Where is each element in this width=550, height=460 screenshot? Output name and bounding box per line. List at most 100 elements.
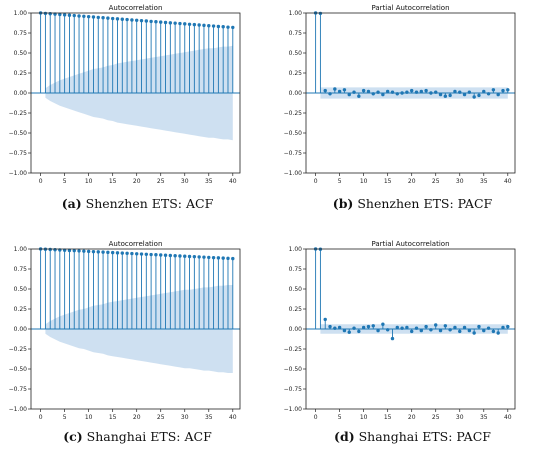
x-tick-label: 0	[39, 178, 43, 185]
y-tick-label: 1.00	[289, 246, 303, 253]
marker-lag-22	[419, 328, 424, 333]
marker-lag-6	[342, 88, 347, 92]
marker-lag-10	[361, 88, 366, 93]
marker-lag-17	[395, 325, 399, 330]
marker-lag-36	[486, 326, 491, 330]
marker-lag-27	[443, 94, 448, 98]
marker-lag-25	[434, 323, 438, 327]
marker-lag-12	[371, 92, 375, 96]
marker-lag-36	[486, 92, 491, 96]
marker-lag-27	[168, 21, 173, 25]
y-tick-label: 0.50	[14, 286, 28, 293]
y-tick-label: −0.25	[9, 346, 28, 353]
marker-lag-5	[337, 325, 342, 330]
marker-lag-30	[183, 22, 187, 26]
marker-lag-31	[187, 254, 192, 259]
marker-lag-21	[139, 252, 144, 256]
marker-lag-20	[135, 252, 139, 256]
marker-lag-13	[376, 328, 380, 333]
caption-shanghai-acf: (c) Shanghai ETS: ACF	[0, 429, 275, 444]
marker-lag-15	[110, 250, 115, 255]
x-tick-label: 35	[480, 178, 488, 185]
marker-lag-16	[115, 17, 120, 21]
y-tick-label: 0.00	[14, 326, 28, 333]
marker-lag-2	[48, 12, 52, 16]
x-tick-label: 35	[480, 414, 488, 421]
marker-lag-20	[410, 88, 414, 93]
chart-shanghai-acf: Autocorrelation 0 5 10 15 20 25 30 35 40 −1.00 −0.7…	[9, 240, 241, 421]
marker-lag-30	[458, 90, 462, 94]
y-tick-label: 0.25	[14, 70, 28, 77]
marker-lag-26	[163, 20, 168, 25]
caption-letter: (b)	[332, 196, 354, 211]
y-tick-label: 1.00	[14, 246, 28, 253]
x-tick-label: 20	[408, 178, 416, 185]
marker-lag-33	[197, 23, 201, 27]
marker-lag-27	[443, 324, 448, 328]
y-tick-label: 0.75	[14, 30, 28, 37]
chart-panel-shenzhen-acf: Autocorrelation 0 5 10 15 20 25 30 35 40 −1.00 −0.7…	[0, 0, 275, 224]
y-tick-label: 0.25	[289, 70, 303, 77]
marker-lag-36	[211, 255, 216, 260]
x-tick-label: 15	[109, 178, 117, 185]
marker-lag-2	[323, 317, 327, 322]
marker-lag-28	[173, 254, 177, 258]
marker-lag-30	[183, 254, 187, 258]
marker-lag-6	[342, 328, 347, 333]
x-tick-label: 25	[157, 178, 165, 185]
x-tick-label: 30	[181, 178, 189, 185]
marker-lag-5	[337, 89, 342, 94]
marker-lag-11	[366, 324, 371, 329]
x-tick-label: 25	[432, 178, 440, 185]
x-tick-label: 30	[456, 414, 464, 421]
marker-lag-39	[501, 325, 505, 330]
y-tick-label: −1.00	[284, 170, 303, 177]
chart-panel-shanghai-acf: Autocorrelation 0 5 10 15 20 25 30 35 40 −1.00 −0.7…	[0, 236, 275, 460]
marker-lag-12	[371, 324, 375, 328]
marker-lag-3	[328, 92, 332, 96]
x-tick-label: 5	[338, 178, 342, 185]
marker-lag-38	[496, 92, 500, 97]
marker-lag-40	[231, 25, 235, 30]
y-tick-label: 0.75	[14, 266, 28, 273]
marker-lag-7	[347, 330, 351, 334]
y-tick-label: 0.25	[289, 306, 303, 313]
marker-lag-37	[216, 256, 221, 260]
marker-lag-29	[453, 325, 457, 330]
x-tick-label: 0	[314, 178, 318, 185]
marker-lag-4	[333, 87, 337, 91]
chart-title: Partial Autocorrelation	[371, 4, 449, 12]
marker-lag-16	[115, 251, 120, 255]
caption-shanghai-pacf: (d) Shanghai ETS: PACF	[275, 429, 550, 444]
x-tick-label: 15	[384, 414, 392, 421]
marker-lag-33	[197, 255, 201, 259]
marker-lag-29	[453, 89, 457, 94]
marker-lag-33	[472, 331, 476, 335]
y-tick-label: 0.50	[14, 50, 28, 57]
marker-lag-23	[424, 88, 428, 93]
marker-lag-4	[58, 12, 62, 17]
marker-lag-8	[77, 14, 81, 18]
marker-lag-11	[91, 249, 96, 254]
marker-lag-31	[187, 22, 192, 26]
marker-lag-15	[385, 89, 390, 94]
y-tick-label: −0.50	[9, 366, 28, 373]
marker-lag-11	[366, 89, 371, 94]
marker-lag-2	[48, 247, 52, 252]
caption-shenzhen-acf: (a) Shenzhen ETS: ACF	[0, 196, 275, 211]
marker-lag-23	[149, 19, 153, 24]
marker-lag-19	[405, 90, 409, 94]
marker-lag-34	[477, 93, 481, 98]
chart-title: Autocorrelation	[109, 4, 163, 12]
marker-lag-9	[82, 249, 86, 253]
marker-lag-15	[385, 328, 390, 332]
x-tick-label: 10	[85, 178, 93, 185]
marker-lag-23	[149, 252, 153, 257]
x-tick-label: 20	[133, 178, 141, 185]
marker-lag-13	[376, 90, 380, 94]
marker-lag-38	[496, 331, 500, 335]
marker-lag-39	[501, 88, 505, 93]
chart-panel-shenzhen-pacf: Partial Autocorrelation 0 5 10 15 20 25 30 35 40 −…	[275, 0, 550, 224]
marker-lag-40	[506, 88, 510, 92]
marker-lag-24	[429, 91, 433, 95]
